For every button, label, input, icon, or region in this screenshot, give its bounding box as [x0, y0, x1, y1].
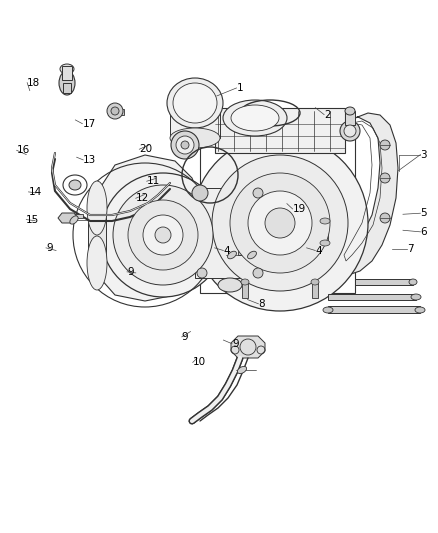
- Bar: [242, 282, 248, 298]
- Ellipse shape: [230, 173, 330, 273]
- Ellipse shape: [228, 251, 237, 259]
- Text: 11: 11: [147, 176, 160, 186]
- Ellipse shape: [223, 100, 287, 136]
- Bar: [238, 251, 248, 255]
- Ellipse shape: [253, 188, 263, 198]
- Polygon shape: [58, 213, 78, 223]
- Text: 17: 17: [82, 119, 95, 128]
- Text: 16: 16: [17, 146, 30, 155]
- Bar: [170, 103, 220, 138]
- Text: 8: 8: [258, 299, 265, 309]
- Bar: [108, 109, 124, 115]
- Ellipse shape: [345, 107, 355, 115]
- Text: 2: 2: [324, 110, 331, 119]
- Ellipse shape: [409, 279, 417, 285]
- Ellipse shape: [380, 213, 390, 223]
- Ellipse shape: [344, 125, 356, 137]
- Ellipse shape: [247, 251, 256, 259]
- Polygon shape: [338, 113, 398, 275]
- Bar: [63, 83, 71, 93]
- Bar: [73, 214, 83, 218]
- Bar: [200, 138, 355, 293]
- Ellipse shape: [181, 141, 189, 149]
- Ellipse shape: [241, 279, 249, 285]
- Bar: [328, 306, 420, 313]
- Text: 9: 9: [127, 267, 134, 277]
- Ellipse shape: [320, 218, 330, 224]
- Ellipse shape: [380, 140, 390, 150]
- Text: 3: 3: [420, 150, 427, 159]
- Ellipse shape: [60, 64, 74, 74]
- Ellipse shape: [320, 240, 330, 246]
- Ellipse shape: [111, 107, 119, 115]
- Ellipse shape: [197, 268, 207, 278]
- Bar: [312, 282, 318, 298]
- Text: 12: 12: [136, 193, 149, 203]
- Bar: [195, 188, 265, 278]
- Ellipse shape: [248, 191, 312, 255]
- Ellipse shape: [87, 236, 107, 290]
- Text: 10: 10: [193, 358, 206, 367]
- Bar: [328, 294, 416, 300]
- Ellipse shape: [107, 103, 123, 119]
- Text: 6: 6: [420, 227, 427, 237]
- Ellipse shape: [87, 181, 107, 235]
- Bar: [215, 108, 345, 153]
- Text: 19: 19: [293, 204, 306, 214]
- Ellipse shape: [253, 268, 263, 278]
- Ellipse shape: [143, 215, 183, 255]
- Text: 9: 9: [182, 332, 188, 342]
- Ellipse shape: [411, 294, 421, 300]
- Bar: [322, 221, 328, 243]
- Ellipse shape: [340, 121, 360, 141]
- Text: 9: 9: [46, 243, 53, 253]
- Bar: [62, 66, 72, 80]
- Ellipse shape: [167, 78, 223, 128]
- Ellipse shape: [415, 307, 425, 313]
- Ellipse shape: [311, 279, 319, 285]
- Text: 4: 4: [315, 246, 322, 255]
- Text: 14: 14: [28, 187, 42, 197]
- Ellipse shape: [70, 216, 78, 224]
- Ellipse shape: [212, 155, 348, 291]
- Bar: [355, 279, 413, 285]
- Ellipse shape: [69, 180, 81, 190]
- Text: 20: 20: [139, 144, 152, 154]
- Text: 18: 18: [27, 78, 40, 87]
- Text: 4: 4: [223, 246, 230, 255]
- Polygon shape: [100, 155, 200, 301]
- Ellipse shape: [101, 173, 225, 297]
- Polygon shape: [231, 336, 265, 358]
- Ellipse shape: [265, 208, 295, 238]
- Text: 7: 7: [407, 245, 414, 254]
- Ellipse shape: [171, 131, 199, 159]
- Ellipse shape: [218, 278, 242, 292]
- Ellipse shape: [231, 105, 279, 131]
- Text: 1: 1: [237, 83, 243, 93]
- Ellipse shape: [380, 173, 390, 183]
- Text: 15: 15: [26, 215, 39, 224]
- Text: 13: 13: [83, 155, 96, 165]
- Ellipse shape: [113, 185, 213, 285]
- Ellipse shape: [128, 200, 198, 270]
- Ellipse shape: [237, 366, 247, 374]
- Ellipse shape: [197, 188, 207, 198]
- Ellipse shape: [173, 83, 217, 123]
- Ellipse shape: [170, 128, 220, 148]
- Bar: [88, 208, 106, 263]
- Bar: [345, 111, 355, 125]
- Ellipse shape: [192, 185, 208, 201]
- Ellipse shape: [59, 71, 75, 95]
- Ellipse shape: [192, 135, 368, 311]
- Ellipse shape: [176, 136, 194, 154]
- Ellipse shape: [155, 227, 171, 243]
- Ellipse shape: [323, 307, 333, 313]
- Text: 9: 9: [232, 339, 239, 349]
- Text: 5: 5: [420, 208, 427, 218]
